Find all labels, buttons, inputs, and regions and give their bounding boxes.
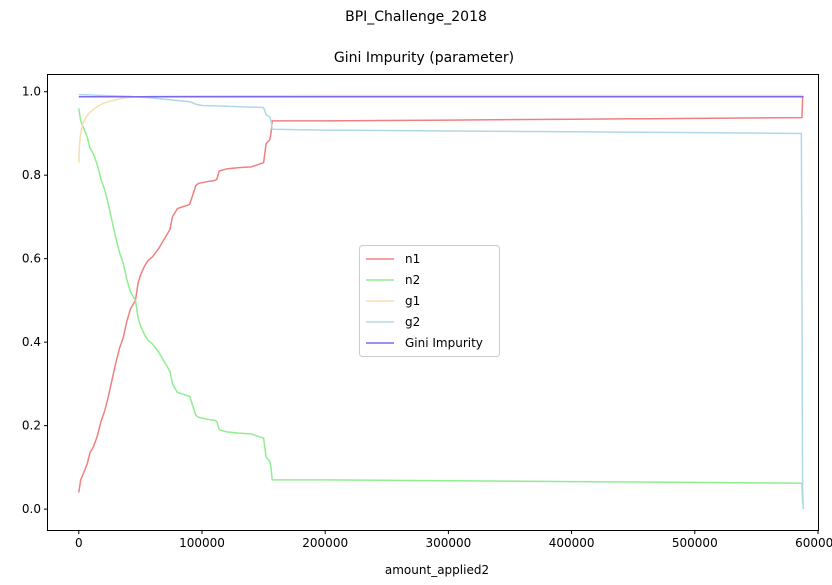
y-tick-label: 1.0 [22,85,41,99]
legend-label-n1: n1 [405,252,420,266]
legend-label-n2: n2 [405,273,420,287]
legend-label-g1: g1 [405,294,420,308]
series-line-n1 [78,95,804,493]
y-tick-label: 0.4 [22,335,41,349]
x-tick-label: 300000 [425,536,471,550]
x-tick-label: 200000 [302,536,348,550]
x-axis-label: amount_applied2 [385,563,489,577]
legend-label-gini-impurity: Gini Impurity [405,336,483,350]
legend: n1 n2 g1 g2 Gini Impurity [359,245,500,357]
y-tick-label: 0.8 [22,168,41,182]
x-tick-label: 400000 [549,536,595,550]
plot-lines [78,93,804,510]
series-line-g1 [78,94,804,163]
x-tick-label: 0 [75,536,83,550]
y-tick-label: 0.6 [22,252,41,266]
x-tick-label: 500000 [672,536,718,550]
legend-box [359,245,500,357]
x-tick-label: 100000 [179,536,225,550]
chart-title: Gini Impurity (parameter) [334,50,514,66]
series-line-n2 [78,108,804,506]
plot-frame [47,74,819,531]
y-tick-label: 0.2 [22,419,41,433]
y-tick-label: 0.0 [22,502,41,516]
legend-label-g2: g2 [405,315,420,329]
chart-suptitle: BPI_Challenge_2018 [345,9,487,25]
y-axis-ticks: 0.0 0.2 0.4 0.6 0.8 1.0 [22,85,48,516]
